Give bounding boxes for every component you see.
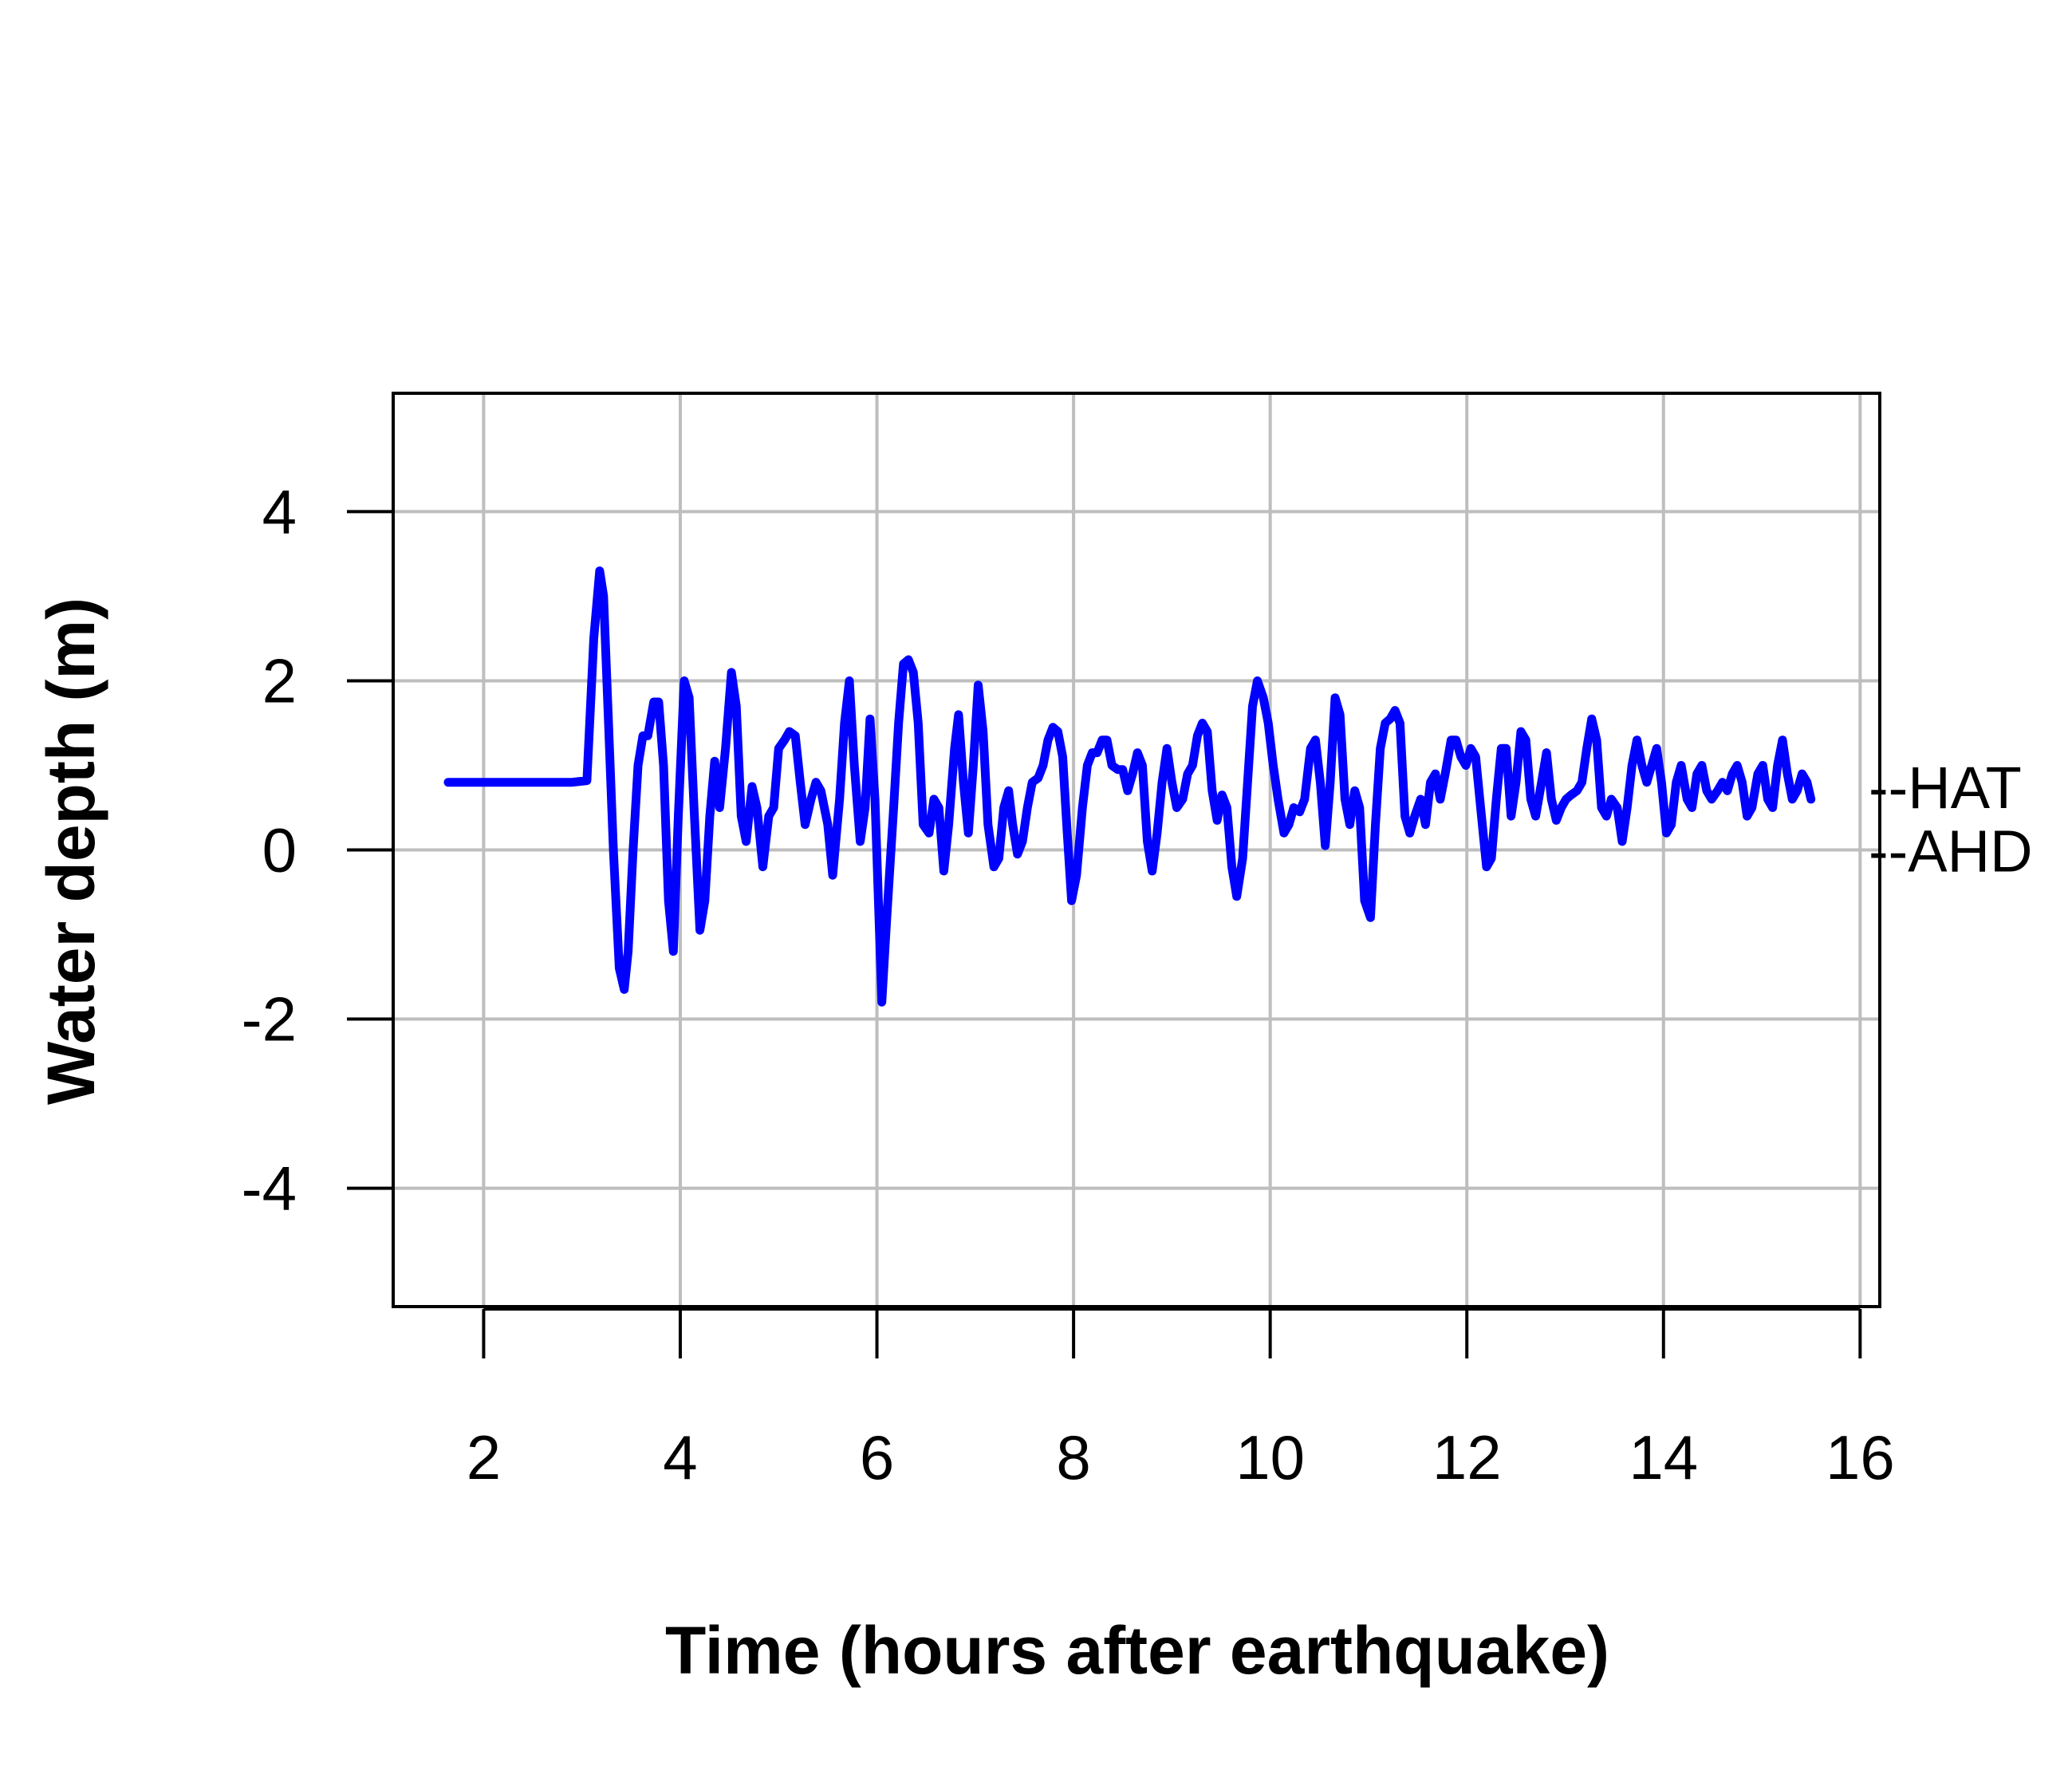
x-tick-label: 2 bbox=[467, 1422, 501, 1492]
reference-label: --AHD bbox=[1869, 818, 2033, 885]
x-axis: 2 4 6 8 10 12 14 16 bbox=[467, 1307, 1895, 1492]
y-axis-title: Water depth (m) bbox=[33, 597, 108, 1105]
x-tick-label: 12 bbox=[1432, 1422, 1502, 1492]
x-tick-label: 6 bbox=[860, 1422, 894, 1492]
x-axis-title: Time (hours after earthquake) bbox=[665, 1613, 1609, 1688]
series-layer bbox=[443, 566, 1816, 1007]
y-tick-label: -4 bbox=[242, 1153, 297, 1224]
x-tick-label: 16 bbox=[1826, 1422, 1895, 1492]
y-tick-label: -2 bbox=[242, 984, 297, 1055]
y-tick-label: 2 bbox=[262, 645, 297, 716]
x-tick-label: 14 bbox=[1629, 1422, 1698, 1492]
x-tick-label: 10 bbox=[1235, 1422, 1305, 1492]
reference-labels: --HAT--AHD bbox=[1869, 755, 2033, 885]
y-tick-label: 4 bbox=[262, 476, 297, 546]
x-tick-label: 4 bbox=[663, 1422, 697, 1492]
y-axis: -4 -2 0 2 4 bbox=[242, 476, 395, 1224]
grid-lines bbox=[393, 393, 1880, 1307]
water-depth-line bbox=[443, 566, 1816, 1007]
y-tick-label: 0 bbox=[262, 815, 297, 885]
reference-label: --HAT bbox=[1869, 755, 2022, 821]
x-tick-label: 8 bbox=[1056, 1422, 1090, 1492]
